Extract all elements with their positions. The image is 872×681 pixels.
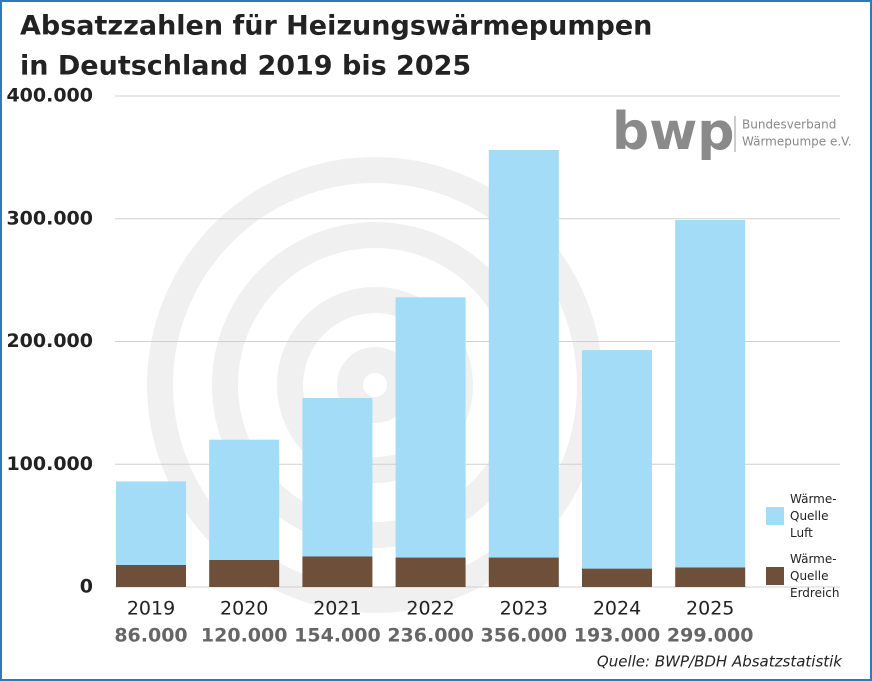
legend-swatch — [766, 507, 784, 525]
total-label: 356.000 — [481, 625, 568, 647]
y-tick-label: 200.000 — [6, 330, 93, 352]
y-tick-label: 0 — [80, 576, 93, 598]
legend-label: Wärme-Quelle Erdreich — [790, 552, 840, 600]
total-label: 299.000 — [667, 625, 754, 647]
y-tick-label: 400.000 — [6, 85, 93, 107]
x-tick-label: 2019 — [127, 598, 175, 620]
bar-segment — [116, 481, 186, 565]
bar-segment — [302, 397, 373, 557]
total-label: 154.000 — [294, 625, 381, 647]
chart-title: in Deutschland 2019 bis 2025 — [20, 51, 471, 82]
bar-segment — [302, 556, 373, 587]
x-tick-label: 2024 — [593, 598, 641, 620]
bar-segment — [488, 557, 559, 587]
logo-text: Bundesverband — [742, 118, 836, 132]
y-tick-label: 100.000 — [6, 453, 93, 475]
bar-segment — [116, 564, 186, 587]
total-label: 120.000 — [201, 625, 288, 647]
x-tick-label: 2022 — [406, 598, 454, 620]
x-tick-label: 2021 — [313, 598, 361, 620]
total-label: 236.000 — [387, 625, 474, 647]
logo-mark: bwp — [612, 102, 734, 162]
y-tick-label: 300.000 — [6, 207, 93, 229]
legend-label: Wärme-Quelle Luft — [790, 492, 837, 540]
legend-swatch — [766, 567, 784, 585]
bar-segment — [675, 567, 746, 587]
bar-segment — [582, 568, 652, 587]
bar-segment — [675, 219, 746, 568]
bar-segment — [209, 439, 280, 560]
chart-title: Absatzzahlen für Heizungswärmepumpen — [20, 11, 652, 42]
x-tick-label: 2023 — [500, 598, 548, 620]
x-tick-label: 2020 — [220, 598, 268, 620]
bar-segment — [395, 297, 466, 558]
total-label: 86.000 — [114, 625, 187, 647]
bar-segment — [582, 350, 652, 569]
logo-text: Wärmepumpe e.V. — [742, 135, 852, 149]
x-tick-label: 2025 — [686, 598, 734, 620]
source: Quelle: BWP/BDH Absatzstatistik — [597, 653, 843, 671]
total-label: 193.000 — [574, 625, 661, 647]
bar-segment — [488, 150, 559, 558]
bar-segment — [395, 557, 466, 587]
bar-segment — [209, 559, 280, 587]
